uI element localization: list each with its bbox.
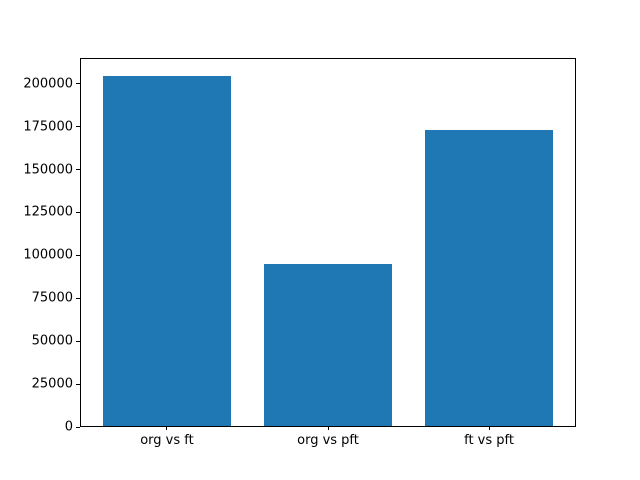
y-tick-label: 200000	[23, 76, 73, 92]
x-tick-mark	[166, 426, 168, 430]
y-tick-mark	[76, 383, 80, 385]
y-tick-label: 125000	[23, 204, 73, 220]
y-tick-mark	[76, 340, 80, 342]
y-tick-mark	[76, 211, 80, 213]
y-tick-label: 25000	[31, 376, 73, 392]
y-tick-label: 75000	[31, 290, 73, 306]
bar	[263, 264, 393, 427]
x-tick-label: org vs ft	[140, 433, 194, 448]
y-tick-mark	[76, 297, 80, 299]
x-tick-mark	[488, 426, 490, 430]
x-tick-label: org vs pft	[297, 433, 359, 448]
y-tick-mark	[76, 254, 80, 256]
plot-area	[80, 58, 576, 427]
y-tick-label: 175000	[23, 119, 73, 135]
bar	[102, 76, 232, 427]
y-tick-label: 50000	[31, 333, 73, 349]
x-tick-mark	[327, 426, 329, 430]
y-tick-mark	[76, 83, 80, 85]
y-tick-label: 0	[64, 419, 73, 435]
y-tick-label: 100000	[23, 247, 73, 263]
bar	[424, 129, 554, 427]
y-tick-mark	[76, 169, 80, 171]
y-tick-mark	[76, 426, 80, 428]
x-tick-label: ft vs pft	[464, 433, 514, 448]
y-tick-mark	[76, 126, 80, 128]
y-tick-label: 150000	[23, 162, 73, 178]
